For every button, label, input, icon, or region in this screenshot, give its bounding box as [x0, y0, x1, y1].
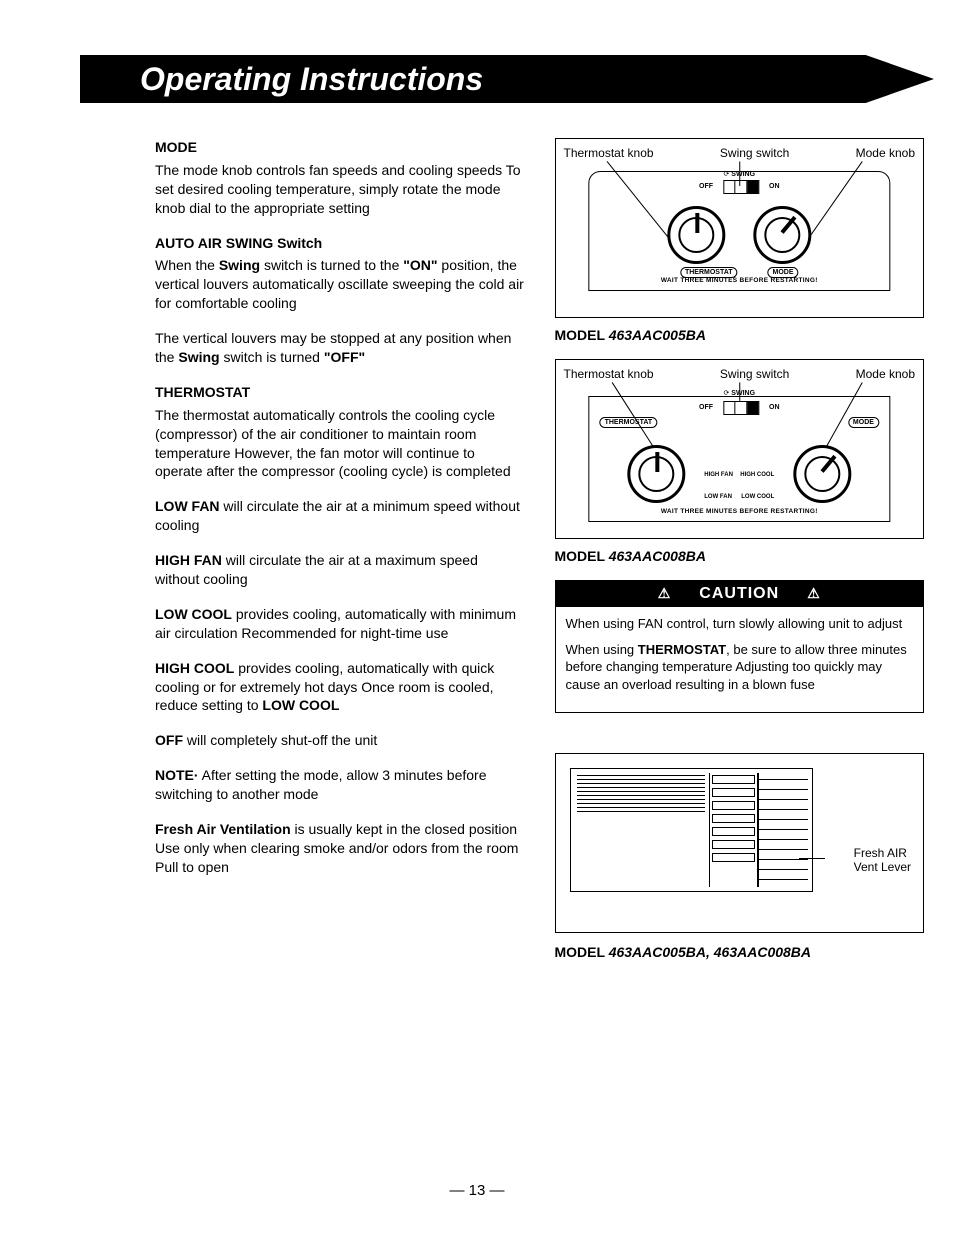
mode-label: Mode knob	[856, 145, 915, 161]
control-panel-diagram-2: Thermostat knob Swing switch Mode knob O…	[555, 359, 925, 539]
thermostat-paragraph: The thermostat automatically controls th…	[155, 406, 525, 482]
lowfan-tiny: LOW FAN	[704, 493, 732, 501]
swing-switch-icon	[723, 401, 759, 415]
warning-icon: ⚠	[658, 584, 672, 603]
bold-text: Swing	[178, 349, 219, 365]
mode-label: Mode knob	[856, 366, 915, 382]
mode-paragraph: The mode knob controls fan speeds and co…	[155, 161, 525, 218]
bold-text: MODEL	[555, 548, 609, 564]
swing-p2: The vertical louvers may be stopped at a…	[155, 329, 525, 367]
ac-grille	[575, 773, 809, 887]
highcool-paragraph: HIGH COOL provides cooling, automaticall…	[155, 659, 525, 716]
text: After setting the mode, allow 3 minutes …	[155, 767, 487, 802]
swing-label: Swing switch	[654, 145, 856, 161]
page-banner: Operating Instructions	[80, 55, 934, 103]
swing-p1: When the Swing switch is turned to the "…	[155, 256, 525, 313]
control-panel-diagram-1: Thermostat knob Swing switch Mode knob O…	[555, 138, 925, 318]
wait-text: WAIT THREE MINUTES BEFORE RESTARTING!	[590, 508, 889, 517]
content-columns: MODE The mode knob controls fan speeds a…	[155, 138, 924, 1175]
panel-outline: OFF ON ⟳ SWING THERMOSTAT MODE WAIT THRE…	[589, 171, 890, 291]
vent-label-line1: Fresh AIR	[854, 846, 911, 860]
swing-heading: AUTO AIR SWING Switch	[155, 234, 525, 253]
bold-text: "ON"	[403, 257, 437, 273]
thermostat-heading: THERMOSTAT	[155, 383, 525, 402]
highfan-tiny: HIGH FAN	[704, 471, 733, 479]
bold-text: THERMOSTAT	[638, 642, 726, 657]
grille-right	[758, 773, 808, 887]
bold-text: "OFF"	[324, 349, 365, 365]
bold-text: HIGH COOL	[155, 660, 234, 676]
mode-tag: MODE	[848, 417, 879, 428]
off-label: OFF	[699, 403, 713, 412]
bold-text: Swing	[219, 257, 260, 273]
wait-text: WAIT THREE MINUTES BEFORE RESTARTING!	[590, 277, 889, 286]
lowfan-paragraph: LOW FAN will circulate the air at a mini…	[155, 497, 525, 535]
bold-text: Fresh Air Ventilation	[155, 821, 291, 837]
page-title: Operating Instructions	[140, 61, 483, 98]
model-number: 463AAC005BA, 463AAC008BA	[609, 944, 811, 960]
ac-unit-outline	[570, 768, 814, 892]
swing-switch-icon	[723, 180, 759, 194]
swing-label: Swing switch	[654, 366, 856, 382]
note-paragraph: NOTE· After setting the mode, allow 3 mi…	[155, 766, 525, 804]
swing-tiny-label: SWING	[731, 390, 755, 397]
swing-tiny-label: SWING	[731, 171, 755, 178]
vent-diagram: Fresh AIR Vent Lever	[555, 753, 925, 933]
off-paragraph: OFF will completely shut-off the unit	[155, 731, 525, 750]
grille-mid	[709, 773, 758, 887]
grille-left	[575, 773, 709, 887]
highcool-tiny: HIGH COOL	[740, 471, 774, 479]
model-number: 463AAC008BA	[609, 548, 706, 564]
highfan-paragraph: HIGH FAN will circulate the air at a max…	[155, 551, 525, 589]
bold-text: OFF	[155, 732, 183, 748]
bold-text: LOW COOL	[155, 606, 232, 622]
caution-p2: When using THERMOSTAT, be sure to allow …	[566, 641, 914, 694]
model-label-1: MODEL 463AAC005BA	[555, 326, 925, 345]
caution-box: When using FAN control, turn slowly allo…	[555, 607, 925, 712]
model-label-2: MODEL 463AAC008BA	[555, 547, 925, 566]
text: switch is turned	[220, 349, 324, 365]
lowcool-paragraph: LOW COOL provides cooling, automatically…	[155, 605, 525, 643]
on-label: ON	[769, 182, 780, 191]
bold-text: LOW COOL	[262, 697, 339, 713]
model-label-3: MODEL 463AAC005BA, 463AAC008BA	[555, 943, 925, 962]
thermostat-label: Thermostat knob	[564, 366, 654, 382]
panel-outline: OFF ON ⟳ SWING THERMOSTAT MODE HIGH FANH…	[589, 396, 890, 522]
bold-text: MODEL	[555, 327, 609, 343]
bold-text: HIGH FAN	[155, 552, 222, 568]
mode-knob-icon	[793, 445, 851, 503]
model-number: 463AAC005BA	[609, 327, 706, 343]
bold-text: MODEL	[555, 944, 609, 960]
left-column: MODE The mode knob controls fan speeds a…	[155, 138, 525, 1175]
thermostat-label: Thermostat knob	[564, 145, 654, 161]
thermostat-tag: THERMOSTAT	[600, 417, 658, 428]
bold-text: NOTE·	[155, 767, 199, 783]
warning-icon: ⚠	[807, 584, 821, 603]
lowcool-tiny: LOW COOL	[741, 493, 774, 501]
page-number: — 13 —	[0, 1182, 954, 1199]
caution-p1: When using FAN control, turn slowly allo…	[566, 615, 914, 633]
bold-text: LOW FAN	[155, 498, 220, 514]
thermostat-knob-icon	[667, 206, 725, 264]
text: When the	[155, 257, 219, 273]
text: will completely shut-off the unit	[183, 732, 377, 748]
vent-leader-line	[799, 858, 825, 859]
thermostat-knob-icon	[627, 445, 685, 503]
vent-label-line2: Vent Lever	[854, 860, 911, 874]
off-label: OFF	[699, 182, 713, 191]
mode-heading: MODE	[155, 138, 525, 157]
text: When using	[566, 642, 638, 657]
caution-title: CAUTION	[699, 583, 779, 605]
vent-label: Fresh AIR Vent Lever	[854, 846, 911, 875]
mode-knob-icon	[753, 206, 811, 264]
text: switch is turned to the	[260, 257, 403, 273]
right-column: Thermostat knob Swing switch Mode knob O…	[555, 138, 925, 1175]
freshair-paragraph: Fresh Air Ventilation is usually kept in…	[155, 820, 525, 877]
on-label: ON	[769, 403, 780, 412]
caution-header: ⚠ CAUTION ⚠	[555, 580, 925, 608]
